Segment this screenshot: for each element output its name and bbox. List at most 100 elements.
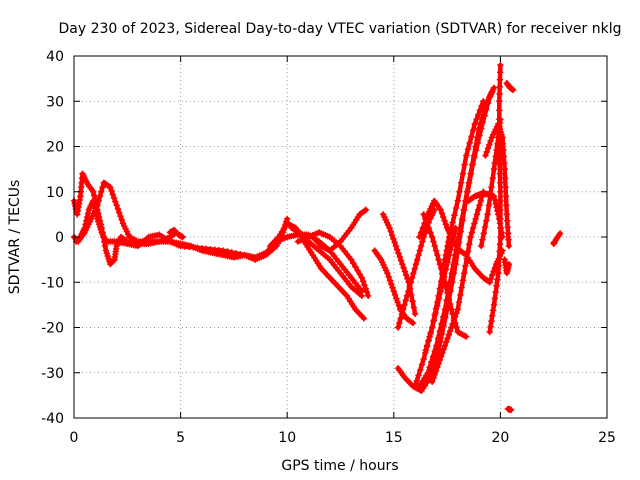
data-point [179,233,186,241]
data-point [509,86,517,94]
data-point [497,206,504,214]
data-point [497,188,504,195]
data-point [437,265,445,272]
data-point [440,346,447,353]
data-point [401,301,408,309]
x-tick-label: 10 [278,430,296,446]
data-point [479,236,486,243]
data-point [408,318,415,326]
data-point [462,262,469,270]
data-point [466,241,473,248]
data-point [391,291,399,299]
data-point [501,174,509,182]
data-point [417,366,424,374]
data-point [409,319,417,327]
data-point [487,275,495,282]
data-point [449,219,456,226]
data-point [110,194,118,202]
data-point [393,295,400,302]
data-point [436,327,444,335]
data-point [445,331,453,338]
data-point [478,102,485,109]
data-point [403,292,411,300]
x-tick-label: 15 [385,430,403,446]
chart-title: Day 230 of 2023, Sidereal Day-to-day VTE… [59,21,622,37]
data-point [463,188,471,195]
data-point [492,289,499,296]
data-point [430,238,437,245]
data-point [405,288,412,295]
data-point [415,251,422,259]
data-point [425,224,432,232]
data-point [107,184,114,191]
data-point [502,193,510,200]
data-point [396,253,403,261]
data-point [467,233,474,241]
data-point [442,221,450,228]
data-point [98,188,105,195]
data-point [460,206,467,214]
data-point [84,213,91,221]
data-point [411,265,418,272]
data-point [496,98,503,105]
data-point [362,206,370,214]
data-point [440,273,448,281]
y-tick-label: -20 [41,321,64,337]
data-point [501,159,508,166]
data-point [439,280,446,288]
data-point [435,295,443,302]
data-point [388,231,396,239]
data-point [91,204,99,212]
data-point [475,111,482,119]
series-track-23 [503,79,517,94]
data-point [425,336,432,344]
data-point [483,148,490,156]
data-point [365,292,372,300]
data-point [441,306,449,313]
data-point [450,260,457,268]
data-point [363,289,371,296]
data-point [495,262,502,270]
data-point [410,270,417,277]
data-point [491,196,499,204]
data-point [446,327,454,335]
data-point [496,248,503,255]
data-point [489,271,496,279]
data-point [505,242,513,250]
data-point [497,61,504,69]
series-track-21 [478,116,504,250]
data-point [501,165,508,173]
y-axis-label: SDTVAR / TECUs [7,180,23,295]
data-point [468,229,476,236]
data-point [417,229,425,236]
data-point [469,161,476,168]
y-tick-label: 10 [46,185,64,201]
data-point [114,205,122,213]
data-point [502,184,509,191]
data-point [486,193,494,200]
data-point [385,273,392,281]
data-point [449,310,456,318]
data-point [89,188,97,195]
data-point [497,215,504,223]
data-point [454,197,461,204]
data-point [488,89,496,96]
data-point [451,212,458,219]
data-point [428,378,436,385]
data-point [81,224,88,232]
data-point [82,221,89,228]
data-point [491,159,499,166]
data-point [430,374,437,382]
data-point [494,140,501,147]
data-point [496,179,504,186]
data-point [395,302,403,309]
data-point [492,200,499,207]
data-point [486,141,493,148]
data-point [487,323,494,330]
data-point [504,223,511,231]
data-point [442,266,450,273]
x-tick-label: 5 [176,430,185,446]
data-point [427,229,434,236]
data-point [490,268,497,275]
